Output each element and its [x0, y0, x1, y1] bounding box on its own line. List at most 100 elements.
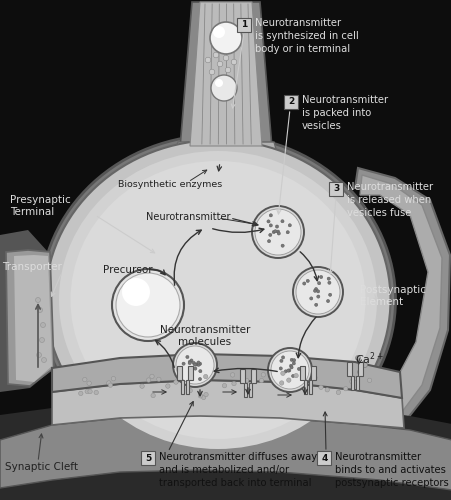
Circle shape	[175, 346, 213, 384]
Circle shape	[122, 278, 150, 306]
Text: 4: 4	[321, 454, 327, 463]
Circle shape	[285, 230, 289, 234]
Circle shape	[327, 277, 330, 280]
Circle shape	[41, 322, 46, 328]
Circle shape	[292, 358, 295, 362]
Text: 1: 1	[241, 20, 247, 29]
Circle shape	[279, 381, 283, 385]
Text: Neurotransmitter
binds to and activates
postsynaptic receptors: Neurotransmitter binds to and activates …	[334, 452, 448, 488]
Circle shape	[326, 300, 329, 302]
Circle shape	[198, 362, 201, 366]
Circle shape	[362, 362, 367, 368]
Circle shape	[39, 338, 44, 342]
Circle shape	[252, 206, 304, 258]
Circle shape	[156, 377, 161, 382]
Text: Neurotransmitter: Neurotransmitter	[145, 212, 230, 222]
Circle shape	[254, 209, 300, 255]
Circle shape	[286, 369, 289, 372]
Circle shape	[268, 234, 272, 236]
Circle shape	[193, 363, 196, 366]
Circle shape	[231, 59, 236, 65]
Polygon shape	[359, 175, 441, 432]
Circle shape	[223, 55, 228, 61]
Circle shape	[297, 368, 300, 370]
Circle shape	[316, 295, 319, 298]
Polygon shape	[52, 380, 403, 428]
Text: Synaptic Cleft: Synaptic Cleft	[5, 462, 78, 472]
Text: Neurotransmitter
is synthesized in cell
body or in terminal: Neurotransmitter is synthesized in cell …	[254, 18, 358, 54]
Text: Neurotransmitter
is released when
vesicles fuse: Neurotransmitter is released when vesicl…	[346, 182, 432, 218]
Circle shape	[293, 374, 298, 378]
Polygon shape	[0, 402, 451, 500]
Circle shape	[295, 270, 339, 314]
Circle shape	[269, 224, 272, 227]
Polygon shape	[52, 354, 401, 398]
Polygon shape	[354, 168, 449, 440]
Circle shape	[116, 273, 179, 337]
Text: Ca$^{2+}$: Ca$^{2+}$	[354, 350, 383, 366]
Circle shape	[108, 383, 112, 388]
Ellipse shape	[59, 151, 376, 449]
Circle shape	[289, 366, 293, 369]
Circle shape	[292, 267, 342, 317]
Polygon shape	[249, 369, 255, 397]
Text: Neurotransmitter
is packed into
vesicles: Neurotransmitter is packed into vesicles	[301, 95, 387, 130]
Circle shape	[209, 69, 214, 75]
Circle shape	[203, 392, 208, 397]
Circle shape	[173, 343, 216, 387]
Circle shape	[289, 364, 292, 368]
Circle shape	[211, 75, 236, 101]
Circle shape	[188, 360, 191, 364]
Circle shape	[302, 282, 305, 285]
Circle shape	[327, 281, 330, 284]
Circle shape	[87, 390, 92, 394]
Circle shape	[279, 367, 282, 370]
Circle shape	[146, 378, 151, 382]
Text: 3: 3	[333, 184, 339, 193]
Circle shape	[328, 293, 331, 296]
Text: Transporter: Transporter	[2, 262, 62, 272]
Circle shape	[261, 372, 265, 377]
Circle shape	[78, 391, 83, 396]
Circle shape	[301, 370, 304, 374]
Circle shape	[316, 290, 319, 293]
Polygon shape	[6, 250, 54, 386]
Polygon shape	[189, 2, 262, 146]
Circle shape	[212, 26, 225, 38]
Circle shape	[151, 394, 155, 398]
Polygon shape	[165, 142, 285, 185]
Circle shape	[192, 362, 195, 364]
Circle shape	[280, 371, 285, 376]
Ellipse shape	[41, 135, 395, 465]
Circle shape	[286, 378, 290, 382]
Circle shape	[291, 362, 295, 365]
Polygon shape	[308, 366, 315, 394]
Circle shape	[182, 362, 185, 366]
Circle shape	[272, 230, 275, 234]
Circle shape	[197, 363, 200, 366]
Circle shape	[87, 381, 91, 386]
Circle shape	[312, 376, 317, 380]
Text: Presynaptic
Terminal: Presynaptic Terminal	[10, 195, 71, 216]
Circle shape	[198, 378, 201, 380]
Circle shape	[210, 22, 241, 54]
Circle shape	[244, 378, 249, 382]
FancyBboxPatch shape	[284, 94, 298, 108]
Circle shape	[287, 369, 290, 372]
Circle shape	[198, 394, 202, 398]
Circle shape	[305, 280, 308, 282]
Circle shape	[177, 374, 181, 378]
Circle shape	[357, 370, 362, 374]
Circle shape	[349, 380, 353, 384]
Circle shape	[213, 52, 218, 58]
Circle shape	[324, 388, 329, 392]
Circle shape	[271, 351, 308, 389]
Circle shape	[336, 390, 340, 394]
Circle shape	[351, 376, 355, 381]
Circle shape	[149, 374, 154, 378]
Circle shape	[269, 214, 272, 217]
Ellipse shape	[46, 140, 390, 460]
Circle shape	[189, 359, 193, 362]
Circle shape	[37, 308, 42, 312]
Polygon shape	[346, 362, 353, 390]
